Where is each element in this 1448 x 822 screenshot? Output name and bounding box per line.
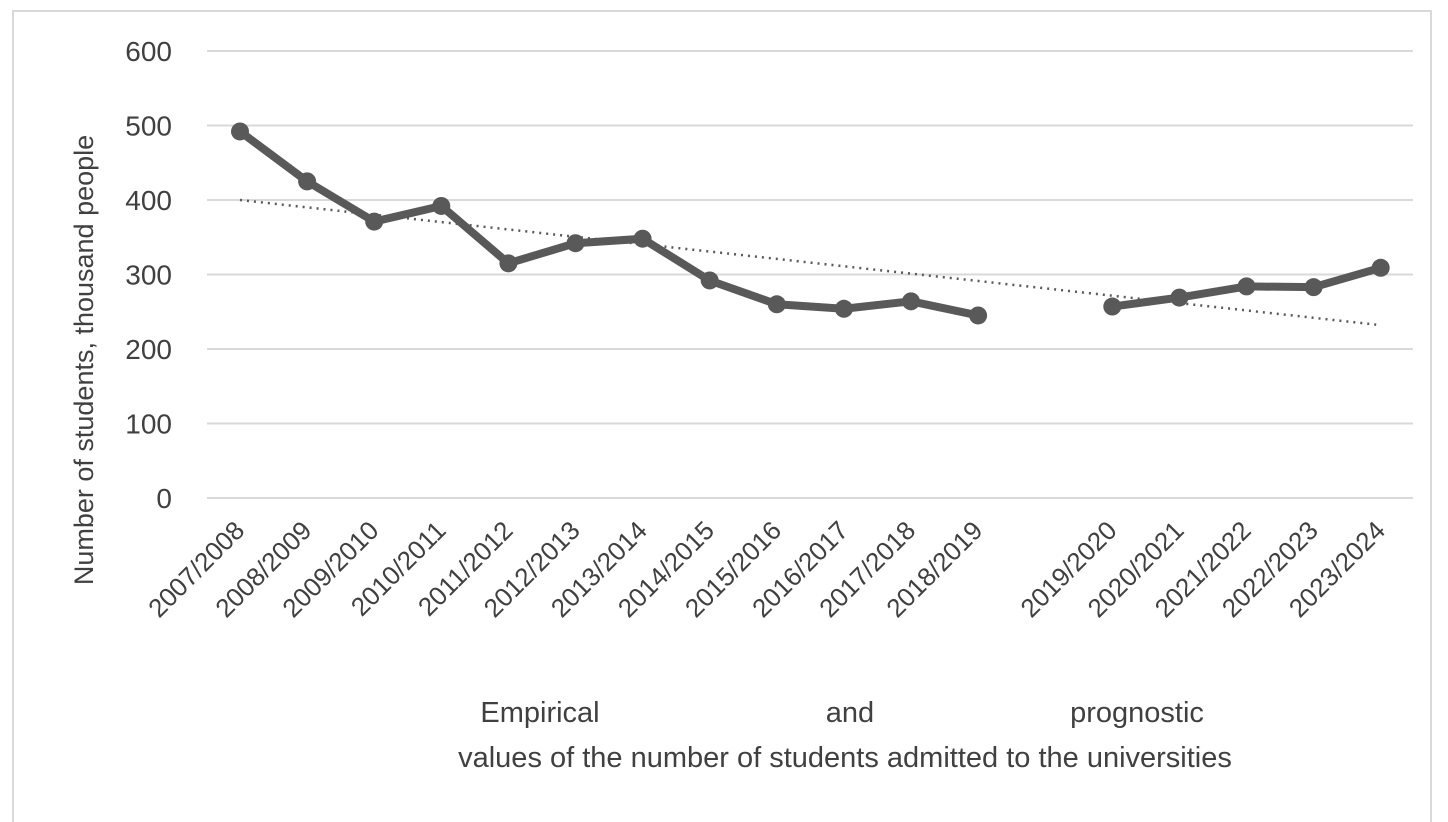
y-tick-label: 400 [125,185,172,216]
prognostic-data-point [1170,288,1189,307]
empirical-series-line [236,127,983,320]
prognostic-data-point [1103,297,1122,316]
x-axis-ticks: 2007/20082008/20092009/20102010/20112011… [142,515,1391,623]
prognostic-data-point [1371,258,1390,277]
gridlines [207,50,1413,499]
x-axis-label-line2: values of the number of students admitte… [458,742,1232,774]
y-tick-label: 500 [125,111,172,142]
series [231,122,1390,325]
empirical-data-point [902,292,920,311]
empirical-data-point [499,254,518,273]
y-axis-label: Number of students, thousand people [69,135,99,585]
x-axis-label-prognostic: prognostic [1070,697,1204,729]
empirical-data-point [231,122,249,141]
y-axis-ticks: 0 100 200 300 400 500 600 [125,36,172,514]
y-tick-label: 600 [125,36,172,67]
empirical-data-point [834,299,853,318]
x-axis-label-empirical: Empirical [480,697,599,729]
empirical-data-point [633,229,652,248]
empirical-data-point [432,196,451,215]
y-tick-label: 200 [125,334,172,365]
chart-frame [12,10,1432,822]
prognostic-data-point [1304,278,1323,297]
prognostic-data-point [1237,277,1256,296]
y-tick-label: 100 [125,409,172,440]
empirical-data-point [566,234,585,253]
empirical-data-point [767,295,786,314]
empirical-data-point [298,172,317,191]
empirical-data-point [365,212,384,231]
empirical-data-point [969,306,988,325]
empirical-data-point [700,271,719,290]
x-axis-label-and: and [826,697,874,729]
y-tick-label: 0 [156,483,172,514]
y-tick-label: 300 [125,260,172,291]
